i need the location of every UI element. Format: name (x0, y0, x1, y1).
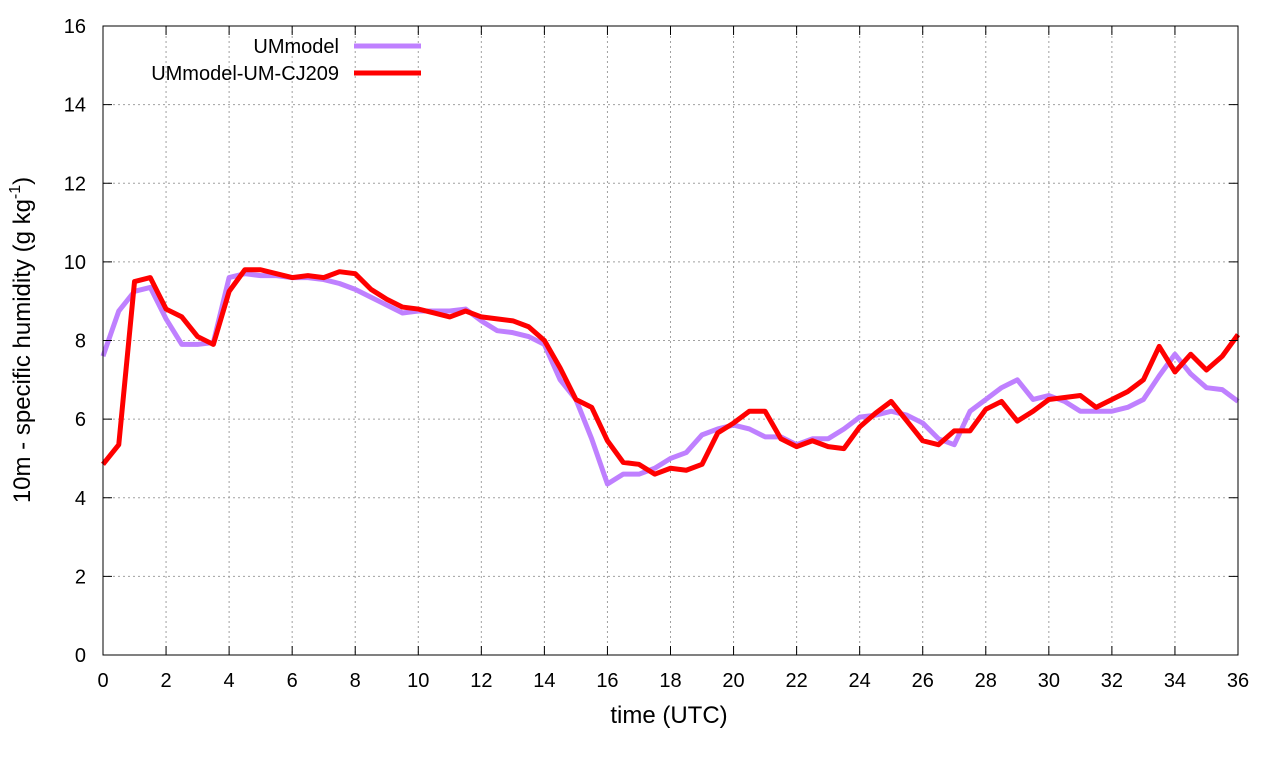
grid (103, 26, 1238, 655)
axis-ticks: 0 2 4 6 8 10 12 14 16 18 20 22 24 26 28 30 32 34 360246810… (64, 16, 1249, 692)
y-axis-label-superscript: -1 (7, 185, 24, 199)
y-axis-label-tail: ) (9, 177, 36, 185)
x-tick-label: 12 (470, 670, 492, 692)
y-tick-label: 16 (64, 16, 86, 38)
x-tick-label: 6 (287, 670, 298, 692)
y-tick-label: 4 (75, 488, 86, 510)
x-tick-label: 0 (97, 670, 108, 692)
x-axis-label: time (UTC) (610, 702, 727, 729)
y-tick-label: 2 (75, 566, 86, 588)
x-tick-label: 10 (407, 670, 429, 692)
x-tick-label: 16 (596, 670, 618, 692)
x-tick-label: 20 (722, 670, 744, 692)
y-tick-label: 12 (64, 173, 86, 195)
x-tick-label: 24 (849, 670, 871, 692)
x-tick-label: 36 (1227, 670, 1249, 692)
y-axis-label: 10m - specific humidity (g kg-1) (7, 177, 36, 503)
y-tick-label: 0 (75, 645, 86, 667)
x-tick-label: 2 (160, 670, 171, 692)
x-tick-label: 34 (1164, 670, 1186, 692)
x-tick-label: 4 (224, 670, 235, 692)
x-tick-label: 18 (659, 670, 681, 692)
legend-label: UMmodel (253, 36, 339, 58)
legend-label: UMmodel-UM-CJ209 (151, 63, 339, 85)
x-tick-label: 8 (350, 670, 361, 692)
series-group (100, 267, 1241, 487)
y-tick-label: 8 (75, 331, 86, 353)
x-tick-label: 32 (1101, 670, 1123, 692)
legend: UMmodel UMmodel-UM-CJ209 (151, 36, 421, 85)
x-tick-label: 26 (912, 670, 934, 692)
x-tick-label: 14 (533, 670, 555, 692)
y-axis-label-main: 10m - specific humidity (g kg (9, 199, 36, 503)
series-line-2 (101, 267, 1241, 477)
x-tick-label: 22 (785, 670, 807, 692)
x-tick-label: 30 (1038, 670, 1060, 692)
y-tick-label: 14 (64, 95, 86, 117)
y-tick-label: 6 (75, 409, 86, 431)
y-tick-label: 10 (64, 252, 86, 274)
x-tick-label: 28 (975, 670, 997, 692)
